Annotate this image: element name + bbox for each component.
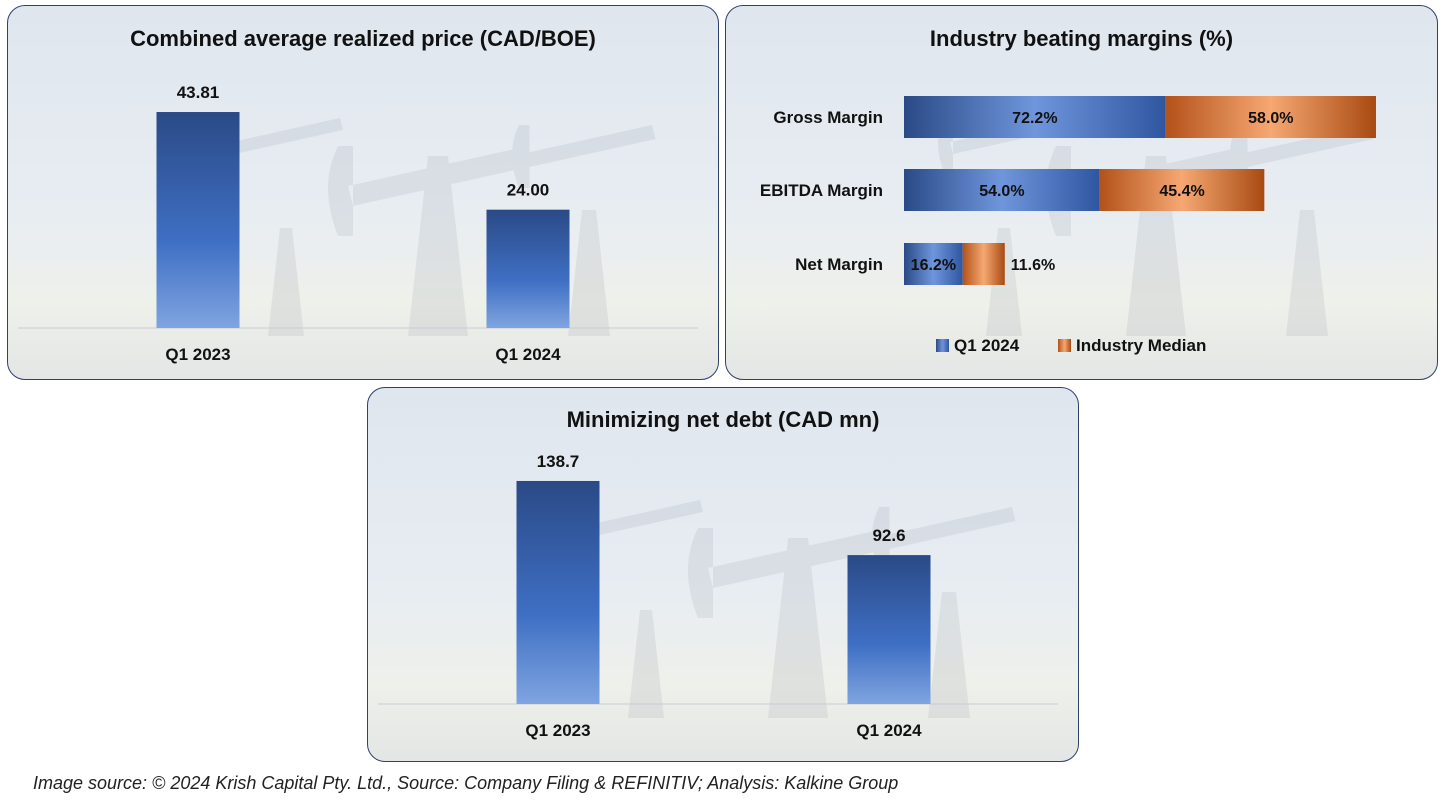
chart-title: Minimizing net debt (CAD mn)	[566, 407, 880, 432]
y-tick-label: EBITDA Margin	[760, 181, 883, 200]
data-label: 16.2%	[911, 257, 956, 274]
x-tick-label: Q1 2023	[165, 345, 230, 364]
bar-q1-2024	[486, 209, 570, 328]
bar-q1-2024-ebitda-margin	[904, 169, 1100, 211]
data-label: 54.0%	[979, 183, 1024, 200]
legend-swatch	[936, 339, 949, 352]
data-label: 92.6	[872, 526, 905, 545]
data-label: 58.0%	[1248, 110, 1293, 127]
chart-margins: Gross Margin 72.2% 58.0% EBITDA Margin 54.0%…	[760, 96, 1376, 355]
chart-title: Industry beating margins (%)	[929, 26, 1234, 51]
legend-label: Industry Median	[1076, 336, 1206, 355]
bar-q1-2023	[516, 480, 600, 704]
x-tick-label: Q1 2024	[495, 345, 561, 364]
data-label: 72.2%	[1012, 110, 1057, 127]
data-label: 138.7	[537, 452, 580, 471]
data-label: 24.00	[507, 181, 550, 200]
y-tick-label: Gross Margin	[773, 108, 883, 127]
x-tick-label: Q1 2023	[525, 721, 590, 740]
bar-q1-2023	[156, 112, 240, 329]
image-source-footer: Image source: © 2024 Krish Capital Pty. …	[33, 773, 899, 793]
y-tick-label: Net Margin	[795, 255, 883, 274]
oil-pump-background	[580, 500, 1016, 718]
data-label: 43.81	[177, 83, 220, 102]
legend-swatch	[1058, 339, 1071, 352]
oil-pump-background	[938, 118, 1374, 336]
chart-panel-realized-price: 43.81 Q1 2023 24.00 Q1 2024 Combined averag…	[7, 5, 719, 380]
bar-industry-median-ebitda-margin	[1099, 169, 1265, 211]
bar-q1-2024-net-margin	[904, 243, 963, 285]
bar-q1-2024	[847, 555, 931, 704]
bar-industry-median-net-margin	[962, 243, 1005, 285]
bar-q1-2024-gross-margin	[904, 96, 1166, 138]
data-label: 11.6%	[1011, 257, 1055, 274]
chart-title: Combined average realized price (CAD/BOE…	[130, 26, 596, 51]
chart-panel-net-debt: 138.7 Q1 2023 92.6 Q1 2024 Minimizing net d…	[367, 387, 1079, 762]
x-tick-label: Q1 2024	[856, 721, 922, 740]
chart-realized-price: 43.81 Q1 2023 24.00 Q1 2024	[18, 83, 698, 364]
chart-panel-margins: Gross Margin 72.2% 58.0% EBITDA Margin 54.0%…	[725, 5, 1438, 380]
bar-industry-median-gross-margin	[1165, 96, 1376, 138]
oil-pump-background	[220, 118, 656, 336]
data-label: 45.4%	[1159, 183, 1204, 200]
chart-net-debt: 138.7 Q1 2023 92.6 Q1 2024	[378, 452, 1058, 740]
legend-label: Q1 2024	[954, 336, 1020, 355]
